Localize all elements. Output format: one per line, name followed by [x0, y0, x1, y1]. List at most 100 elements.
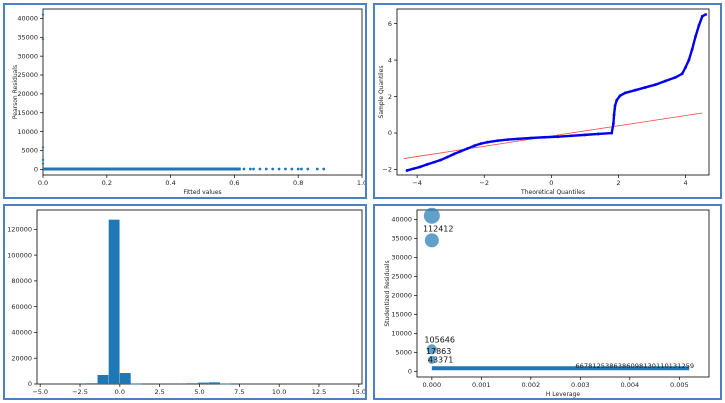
y-tick-label: 15000 [391, 311, 412, 319]
y-tick-label: 80000 [11, 277, 32, 285]
y-tick-label: 40000 [17, 15, 38, 23]
point-annotation: 112412 [423, 225, 454, 234]
residual-point [284, 167, 287, 171]
y-tick-label: 40000 [11, 329, 32, 337]
histogram-bar [130, 383, 142, 385]
qq-point [615, 98, 619, 102]
qq-point [543, 135, 547, 139]
qq-point [697, 24, 701, 27]
y-tick-label: 120000 [7, 226, 32, 234]
qq-point [459, 149, 463, 153]
qq-point [687, 58, 691, 62]
y-tick-label: 30000 [17, 52, 38, 60]
qq-point [643, 86, 647, 89]
histogram-bar [220, 383, 232, 385]
qq-point [486, 140, 489, 144]
y-tick-label: 10000 [391, 330, 412, 338]
y-tick-label: 100000 [7, 251, 32, 259]
y-tick-label: 5000 [395, 349, 412, 357]
plot-frame [396, 8, 710, 176]
residual-point [315, 167, 319, 171]
qq-point [704, 13, 708, 16]
y-tick-label: 35000 [391, 235, 412, 243]
residual-point [41, 13, 45, 16]
residual-point [41, 146, 45, 149]
qq-plot-chart: −4 −2 0 2 4 −2 0 2 4 6 Theoretical Quantiles Sample… [378, 8, 710, 196]
x-tick-label: 12.5 [312, 388, 326, 396]
overlapping-point-labels: 6678125386386098130110131259 [575, 362, 694, 370]
histogram-bar [97, 374, 109, 384]
qq-sample-trace [406, 13, 707, 172]
histogram-bar [108, 219, 120, 384]
residual-point [41, 37, 45, 41]
plot-frame [42, 8, 363, 176]
x-tick-label: 0.002 [522, 381, 541, 389]
point-annotation: 17863 [426, 347, 451, 356]
y-tick-label: 0 [408, 368, 412, 376]
qq-point [452, 152, 456, 156]
y-tick-label: 30000 [391, 254, 412, 262]
residual-point [322, 167, 326, 171]
y-tick-label: 2 [388, 93, 392, 101]
residuals-vs-fitted-panel: 0.0 0.2 0.4 0.6 0.8 1.0 0 5000 10000 15000 20000 25… [3, 3, 367, 199]
y-tick-label: 25000 [391, 273, 412, 281]
histogram-bar [86, 383, 98, 385]
x-tick-label: 0.004 [621, 381, 640, 389]
residual-point [299, 167, 303, 171]
y-tick-label: 0 [388, 129, 392, 137]
x-tick-label: −2 [479, 179, 489, 187]
influence-point [423, 207, 440, 224]
y-tick-label: 60000 [11, 303, 32, 311]
qq-point [674, 76, 677, 79]
histogram-bar [119, 373, 131, 384]
x-tick-label: 0.001 [472, 381, 491, 389]
qq-point [405, 169, 409, 172]
residual-point [264, 167, 268, 171]
x-tick-label: 0.8 [293, 179, 303, 187]
x-tick-label: 10.0 [272, 388, 286, 396]
x-tick-label: 0.005 [670, 381, 689, 389]
qq-point [432, 160, 436, 164]
qq-point [653, 83, 657, 87]
x-axis-label: H Leverage [546, 391, 581, 398]
y-axis-label: Pearson Residuals [12, 65, 19, 119]
qq-point [684, 65, 687, 69]
residual-point [290, 167, 294, 171]
x-tick-label: 0.003 [571, 381, 590, 389]
x-tick-label: 5.0 [194, 388, 204, 396]
residual-point [252, 167, 255, 171]
histogram-bar [186, 383, 198, 385]
x-tick-label: 0.0 [38, 179, 48, 187]
residual-point [296, 167, 300, 171]
qq-point [612, 113, 616, 117]
qq-point [663, 79, 667, 83]
x-tick-label: 4 [683, 179, 687, 187]
residual-point [271, 167, 275, 171]
residuals-vs-fitted-chart: 0.0 0.2 0.4 0.6 0.8 1.0 0 5000 10000 15000 20000 25… [12, 8, 365, 196]
qq-point [496, 139, 500, 143]
qq-point [596, 132, 600, 136]
histogram-bar [209, 382, 220, 384]
qq-point [680, 72, 684, 76]
y-tick-label: 0 [28, 380, 32, 388]
qq-point [419, 165, 422, 169]
qq-point [466, 147, 469, 150]
qq-point [610, 131, 614, 135]
y-tick-label: −2 [382, 166, 392, 174]
plot-frame [416, 209, 710, 378]
x-tick-label: −5.0 [32, 388, 48, 396]
residual-point [277, 167, 281, 171]
y-tick-label: 10000 [17, 128, 38, 136]
x-tick-label: 7.5 [234, 388, 244, 396]
qq-point [439, 158, 443, 162]
x-tick-label: 0.2 [102, 179, 112, 187]
qq-point [700, 14, 704, 18]
qq-point [556, 135, 560, 139]
qq-point [445, 155, 449, 159]
x-tick-label: 0.000 [423, 381, 442, 389]
y-axis-label: Studentized Residuals [384, 260, 391, 326]
qq-point [694, 34, 697, 38]
y-tick-label: 25000 [17, 71, 38, 79]
point-annotation: 105646 [424, 335, 455, 344]
x-tick-label: 15.0 [352, 388, 365, 396]
